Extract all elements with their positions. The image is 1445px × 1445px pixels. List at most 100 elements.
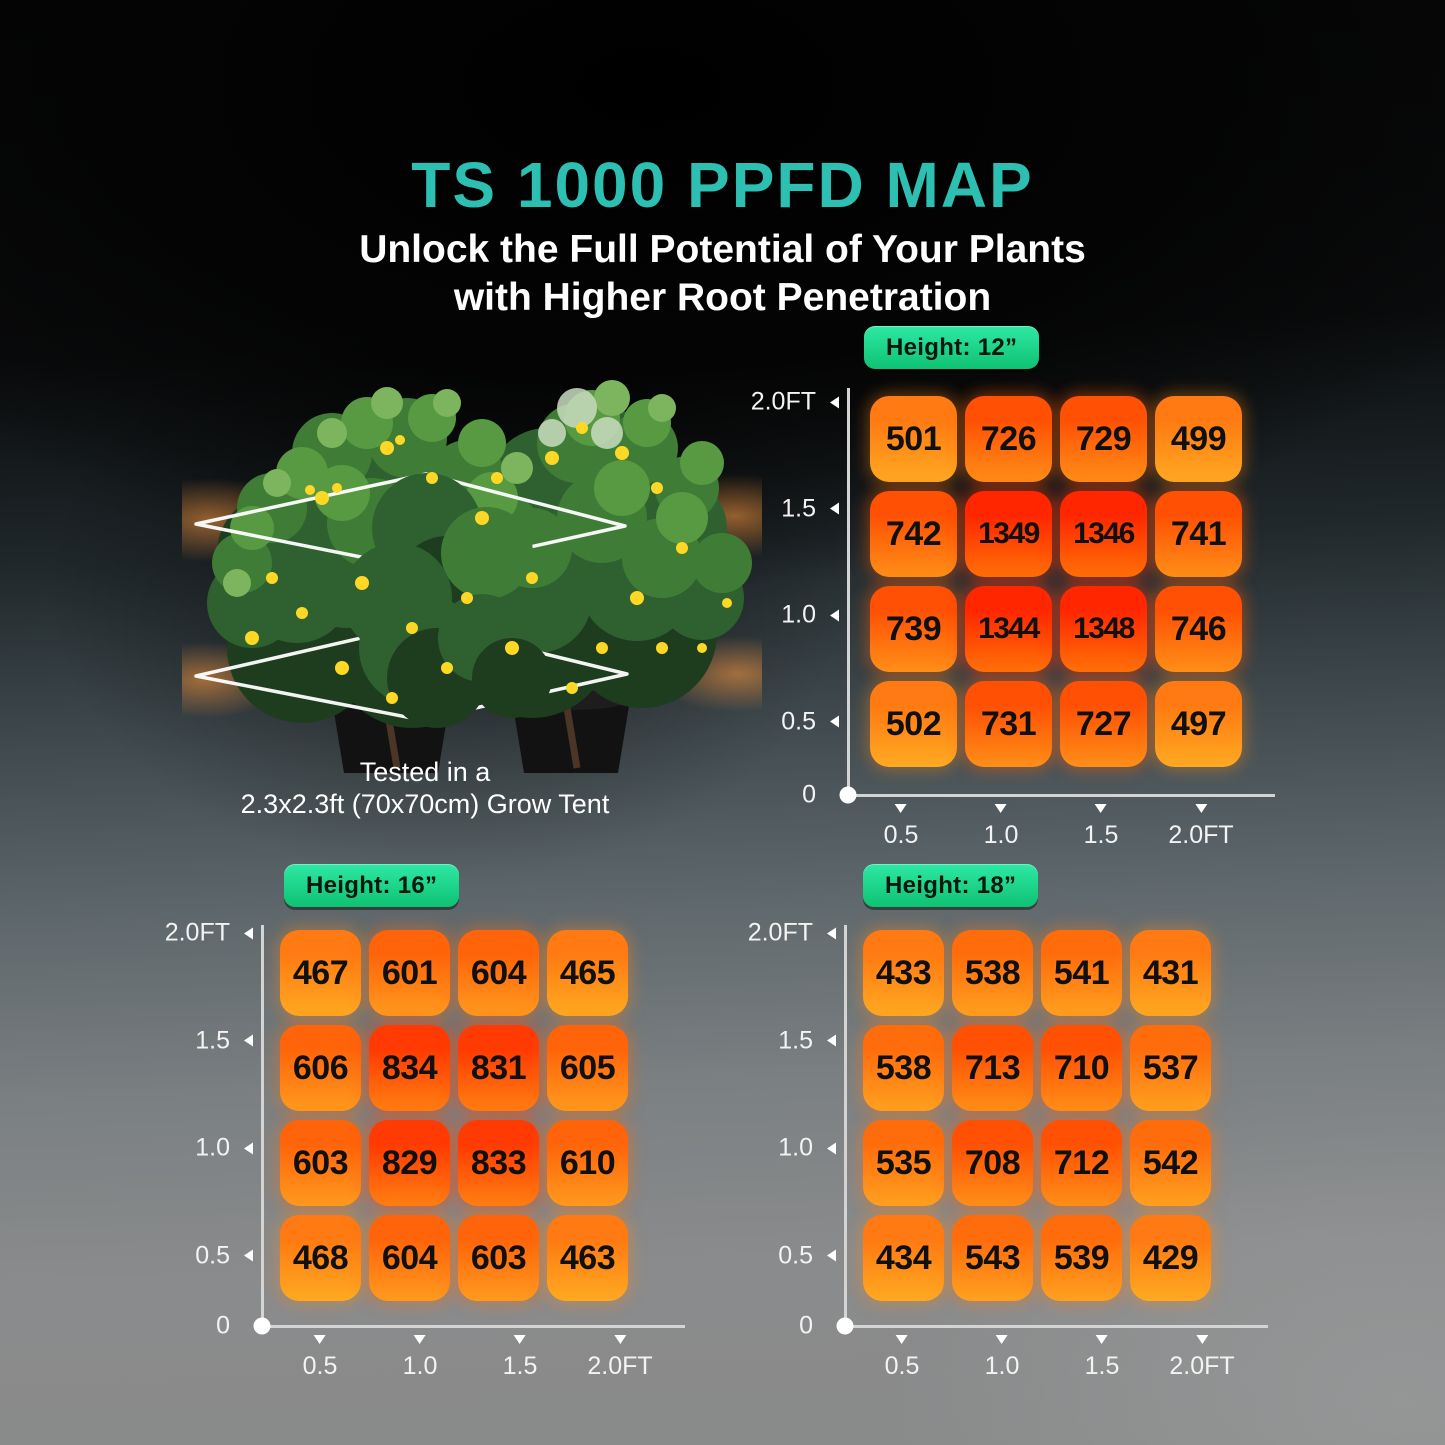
height-badge-label: Height: 18” [885, 871, 1017, 899]
x-axis-line [848, 793, 1275, 797]
ppfd-cell: 501 [870, 396, 957, 482]
y-tick-label: 0.5 [195, 1241, 253, 1270]
y-tick-label: 1.5 [195, 1026, 253, 1055]
height-badge-18: Height: 18” [863, 864, 1039, 907]
ppfd-cell: 729 [1060, 396, 1147, 482]
ppfd-chart-height-16: Height: 16” 2.0FT 1.5 1.0 0.5 0 467 601 604 465… [165, 864, 685, 1380]
ppfd-cell: 1348 [1060, 586, 1147, 672]
y-tick-arrow-icon [827, 927, 836, 939]
y-tick-arrow-icon [244, 927, 253, 939]
ppfd-cell: 712 [1041, 1120, 1122, 1206]
y-axis-line [843, 925, 847, 1326]
x-tick-arrow-icon [1095, 1335, 1108, 1344]
ppfd-cell: 746 [1155, 586, 1242, 672]
height-badge-16: Height: 16” [284, 864, 460, 907]
x-tick-arrow-icon [895, 1335, 908, 1344]
ppfd-cell: 465 [547, 930, 628, 1016]
ppfd-cell: 604 [369, 1215, 450, 1301]
axis-origin-dot [836, 1317, 854, 1335]
page-subtitle: Unlock the Full Potential of Your Plants… [0, 226, 1445, 321]
x-tick-label: 1.0 [985, 1335, 1019, 1381]
ppfd-chart-height-12: Height: 12” 2.0FT 1.5 1.0 0.5 0 501 726 729 499… [751, 326, 1275, 849]
x-tick-label: 1.0 [403, 1335, 437, 1381]
x-tick-arrow-icon [1195, 1335, 1208, 1344]
y-tick-label: 1.5 [781, 494, 839, 523]
ppfd-cell: 606 [280, 1025, 361, 1111]
subtitle-line-1: Unlock the Full Potential of Your Plants [359, 228, 1086, 271]
y-tick-label: 1.0 [195, 1134, 253, 1163]
ppfd-cell: 601 [369, 930, 450, 1016]
ppfd-cell: 502 [870, 681, 957, 767]
y-tick-label: 2.0FT [165, 919, 253, 948]
grow-tent-plants-image [182, 380, 762, 773]
x-tick-label: 2.0FT [1169, 1335, 1235, 1381]
ppfd-cell: 739 [870, 586, 957, 672]
ppfd-cell: 433 [863, 930, 944, 1016]
y-tick-arrow-icon [244, 1142, 253, 1154]
x-tick-arrow-icon [894, 804, 907, 813]
y-tick-label: 2.0FT [748, 919, 836, 948]
height-badge-label: Height: 12” [886, 333, 1018, 361]
ppfd-cell: 539 [1041, 1215, 1122, 1301]
y-tick-arrow-icon [244, 1249, 253, 1262]
y-tick-label: 2.0FT [751, 388, 839, 417]
ppfd-cell: 708 [952, 1120, 1033, 1206]
x-tick-label: 0.5 [885, 1335, 919, 1381]
ppfd-cell: 713 [952, 1025, 1033, 1111]
ppfd-cell: 742 [870, 491, 957, 577]
ppfd-cell: 431 [1130, 930, 1211, 1016]
ppfd-cell: 541 [1041, 930, 1122, 1016]
ppfd-cell: 731 [965, 681, 1052, 767]
ppfd-cell: 429 [1130, 1215, 1211, 1301]
tent-caption: Tested in a 2.3x2.3ft (70x70cm) Grow Ten… [145, 756, 705, 821]
x-tick-arrow-icon [513, 1335, 526, 1344]
y-tick-label: 1.0 [781, 601, 839, 630]
ppfd-cell: 535 [863, 1120, 944, 1206]
y-tick-arrow-icon [830, 396, 839, 408]
x-tick-label: 2.0FT [1168, 804, 1234, 850]
ppfd-cell: 537 [1130, 1025, 1211, 1111]
y-tick-label: 1.0 [778, 1134, 836, 1163]
y-axis-line [846, 388, 850, 795]
ppfd-cell: 605 [547, 1025, 628, 1111]
ppfd-cell: 831 [458, 1025, 539, 1111]
axis-origin-dot [253, 1317, 271, 1335]
y-tick-label: 1.5 [778, 1026, 836, 1055]
ppfd-cell: 710 [1041, 1025, 1122, 1111]
x-axis-line [262, 1324, 685, 1328]
ppfd-cell: 829 [369, 1120, 450, 1206]
y-tick-arrow-icon [827, 1034, 836, 1047]
subtitle-line-2: with Higher Root Penetration [453, 275, 992, 319]
ppfd-cell: 499 [1155, 396, 1242, 482]
y-tick-label: 0.5 [778, 1241, 836, 1270]
y-tick-label: 0 [216, 1311, 230, 1340]
x-tick-arrow-icon [1194, 804, 1207, 813]
x-tick-label: 0.5 [884, 804, 918, 850]
x-tick-label: 1.0 [984, 804, 1018, 850]
y-tick-label: 0 [799, 1311, 813, 1340]
caption-line-1: Tested in a [359, 757, 491, 787]
ppfd-cell: 834 [369, 1025, 450, 1111]
ppfd-cell: 538 [863, 1025, 944, 1111]
x-tick-label: 1.5 [1084, 804, 1118, 850]
y-tick-arrow-icon [830, 502, 839, 515]
y-tick-label: 0 [802, 780, 816, 809]
ppfd-cell: 542 [1130, 1120, 1211, 1206]
y-tick-arrow-icon [244, 1034, 253, 1047]
ppfd-cell: 603 [458, 1215, 539, 1301]
axis-origin-dot [839, 786, 857, 804]
ppfd-grid: 467 601 604 465 606 834 831 605 603 829 833 610 468 6… [280, 930, 628, 1301]
caption-line-2: 2.3x2.3ft (70x70cm) Grow Tent [240, 789, 610, 820]
ppfd-cell: 610 [547, 1120, 628, 1206]
x-tick-arrow-icon [995, 1335, 1008, 1344]
ppfd-grid: 433 538 541 431 538 713 710 537 535 708 712 542 434 5… [863, 930, 1211, 1301]
light-plane-wireframes [194, 472, 629, 722]
ppfd-cell: 833 [458, 1120, 539, 1206]
y-axis-labels: 2.0FT 1.5 1.0 0.5 0 [165, 919, 682, 1340]
ppfd-chart-height-18: Height: 18” 2.0FT 1.5 1.0 0.5 0 433 538 541 431… [748, 864, 1268, 1380]
ppfd-cell: 1344 [965, 586, 1052, 672]
height-badge-label: Height: 16” [306, 871, 438, 899]
ppfd-cell: 467 [280, 930, 361, 1016]
ppfd-cell: 603 [280, 1120, 361, 1206]
